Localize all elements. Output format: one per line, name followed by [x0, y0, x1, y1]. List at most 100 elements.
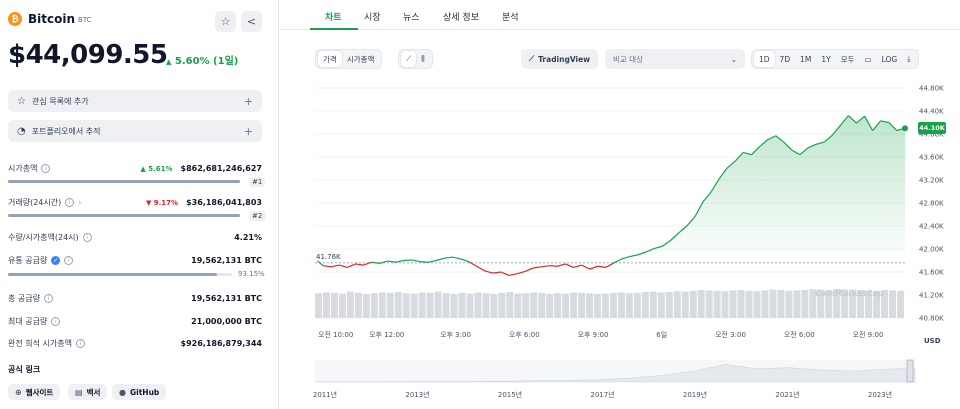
volume-label: 거래량(24시간) — [8, 197, 62, 207]
volume-bar — [841, 289, 849, 318]
volume-rank-badge: #2 — [249, 211, 266, 221]
info-icon[interactable]: i — [43, 293, 53, 303]
max-supply-value: 21,000,000 BTC — [191, 316, 262, 326]
log-scale-toggle[interactable]: LOG — [881, 54, 898, 64]
download-icon[interactable]: ⤓ — [907, 54, 911, 63]
tab-analysis[interactable]: 분석 — [502, 13, 519, 23]
price-chart[interactable]: 44.80K 44.40K 44.00K 43.60K 43.20K 42.80K 42.4… — [280, 0, 960, 409]
circulating-supply-row: 유통 공급량 ✓ i 19,562,131 BTC — [8, 253, 262, 267]
track-portfolio-button[interactable]: ◔ 포트폴리오에서 추적 + — [8, 120, 262, 142]
y-tick-label: 44.80K — [919, 85, 944, 93]
volume-bar — [506, 292, 514, 318]
volume-row: 거래량(24시간) i › ▼ 9.17% $36,186,041,803 — [8, 195, 262, 209]
tab-news[interactable]: 뉴스 — [403, 13, 420, 23]
share-icon: < — [246, 15, 257, 28]
price-change: ▲ 5.60% (1일) — [166, 52, 238, 67]
volume-bar — [410, 293, 418, 318]
volume-bar — [897, 290, 904, 318]
tab-details[interactable]: 상세 정보 — [443, 13, 479, 23]
volume-bar — [458, 292, 466, 318]
market-cap-rank-bar — [8, 180, 240, 183]
volume-bar — [625, 293, 633, 318]
volume-bar — [514, 293, 522, 318]
volume-bar — [833, 288, 841, 318]
globe-icon: ⊕ — [15, 387, 22, 397]
share-button[interactable]: < — [241, 11, 262, 32]
plus-icon: + — [243, 94, 253, 108]
volume-bar — [697, 290, 705, 318]
y-tick-label: 41.20K — [919, 292, 944, 300]
volume-bar — [315, 293, 322, 318]
current-price-tag: 44.10K — [918, 122, 946, 134]
chart-panel: 차트 시장 뉴스 상세 정보 분석 가격 시가총액 ⟋ ⫼ ⟋ TradingVi… — [280, 0, 960, 409]
info-icon[interactable]: i — [82, 232, 92, 242]
whitepaper-link-button[interactable]: ▤ 백서 — [68, 384, 108, 400]
pie-chart-icon: ◔ — [17, 125, 26, 137]
volume-bar — [641, 292, 649, 318]
price-toggle[interactable]: 가격 — [318, 51, 342, 67]
calendar-icon[interactable]: ▭ — [864, 54, 872, 64]
chevron-right-icon[interactable]: › — [78, 197, 82, 207]
volume-rank-bar — [8, 214, 240, 217]
y-tick-label: 42.00K — [919, 246, 944, 254]
info-icon[interactable]: i — [41, 163, 51, 173]
favorite-star-button[interactable]: ☆ — [215, 11, 236, 32]
tab-chart[interactable]: 차트 — [325, 13, 342, 23]
whitepaper-label: 백서 — [86, 387, 101, 397]
compare-placeholder: 비교 대상 — [613, 54, 643, 64]
volume-bar — [426, 292, 434, 318]
market-cap-rank-fill — [8, 180, 240, 183]
volume-bar — [737, 290, 745, 318]
range-7d[interactable]: 7D — [779, 54, 791, 64]
navigator-year-label: 2013년 — [405, 390, 429, 399]
volume-bar — [753, 291, 761, 318]
volume-bar — [713, 290, 721, 318]
fdv-label: 완전 희석 시가총액 — [8, 338, 72, 348]
add-to-watchlist-button[interactable]: ☆ 관심 목록에 추가 + — [8, 90, 262, 112]
volume-bar — [450, 294, 458, 318]
currency-label: USD — [924, 337, 941, 345]
y-tick-label: 42.40K — [919, 223, 944, 231]
volume-bar — [657, 292, 665, 318]
volume-bar — [466, 293, 474, 318]
info-icon[interactable]: i — [75, 338, 85, 348]
up-arrow-icon: ▲ — [166, 58, 172, 66]
vol-mcap-value: 4.21% — [234, 232, 262, 242]
range-1m[interactable]: 1M — [800, 54, 812, 64]
range-1y[interactable]: 1Y — [821, 54, 831, 64]
range-1d[interactable]: 1D — [754, 51, 775, 67]
candlestick-icon[interactable]: ⫼ — [421, 54, 425, 63]
info-icon[interactable]: i — [51, 316, 61, 326]
volume-rank-fill — [8, 214, 240, 217]
info-icon[interactable]: i — [65, 197, 75, 207]
x-tick-label: 6일 — [656, 330, 667, 339]
volume-bar — [378, 292, 386, 318]
volume-bar — [777, 290, 785, 318]
circulating-progress-bar — [8, 273, 232, 276]
tab-markets[interactable]: 시장 — [364, 13, 381, 23]
volume-bar — [825, 290, 833, 318]
total-supply-value: 19,562,131 BTC — [191, 293, 262, 303]
market-cap-toggle[interactable]: 시가총액 — [346, 54, 375, 64]
chart-navigator[interactable]: 2011년 2013년 2015년 2017년 2019년 2021년 2023년 — [313, 359, 916, 399]
coin-name: Bitcoin — [28, 12, 76, 26]
market-cap-change-value: 5.61% — [148, 164, 173, 173]
compare-select[interactable]: 비교 대상 ⌄ — [605, 49, 745, 69]
market-cap-value: $862,681,246,627 — [180, 163, 262, 173]
range-all[interactable]: 모두 — [840, 54, 855, 64]
volume-bar — [809, 289, 817, 318]
volume-bar — [857, 290, 865, 318]
line-chart-icon[interactable]: ⟋ — [401, 51, 417, 67]
info-icon[interactable]: i — [64, 255, 74, 265]
market-cap-row: 시가총액 i ▲ 5.61% $862,681,246,627 — [8, 161, 262, 175]
volume-bar — [538, 292, 546, 318]
max-supply-label: 최대 공급량 — [8, 316, 48, 326]
volume-bar — [482, 293, 490, 318]
github-link-button[interactable]: ● GitHub — [112, 384, 167, 400]
y-tick-label: 43.20K — [919, 177, 944, 185]
market-cap-change: ▲ 5.61% — [140, 164, 173, 173]
chart-type-toggle: 가격 시가총액 — [315, 49, 383, 69]
website-link-button[interactable]: ⊕ 웹사이트 — [8, 384, 61, 400]
tradingview-button[interactable]: ⟋ TradingView — [521, 49, 598, 69]
volume-bar — [442, 293, 450, 318]
